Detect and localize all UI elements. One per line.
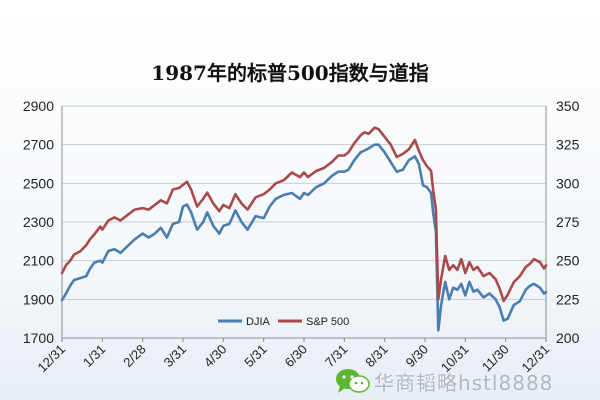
legend-label: S&P 500 (306, 316, 349, 328)
wechat-icon (336, 369, 370, 393)
y-right-tick-label: 300 (556, 175, 580, 191)
x-tick-label: 4/30 (201, 342, 230, 371)
y-right-tick-label: 250 (556, 253, 580, 269)
x-tick-label: 5/31 (241, 342, 270, 371)
y-left-tick-label: 2100 (23, 253, 54, 269)
y-left-tick-label: 2700 (23, 137, 54, 153)
y-left-tick-label: 1700 (23, 330, 54, 346)
legend: DJIA S&P 500 (218, 316, 349, 328)
series-line-s-p-500 (60, 126, 548, 303)
x-tick-label: 1/31 (80, 342, 109, 371)
x-tick-label: 2/28 (120, 342, 149, 371)
watermark-text: 华商韬略hstl8888 (374, 370, 554, 395)
y-right-tick-label: 325 (556, 137, 580, 153)
x-tick-label: 12/31 (35, 342, 69, 376)
legend-label: DJIA (246, 316, 271, 328)
watermark: 华商韬略hstl8888 (334, 366, 553, 396)
y-left-tick-label: 2500 (23, 175, 54, 191)
chart-title: 1987年的标普500指数与道指 (151, 61, 428, 85)
x-tick-label: 3/31 (161, 342, 190, 371)
y-axis-right-ticks: 200 225 250 275 300 325 350 (556, 98, 580, 346)
y-right-tick-label: 350 (556, 98, 580, 114)
y-right-tick-label: 225 (556, 291, 580, 307)
axes (61, 106, 547, 342)
y-left-tick-label: 1900 (23, 291, 54, 307)
series-lines (60, 126, 548, 332)
y-right-tick-label: 200 (556, 330, 580, 346)
y-right-tick-label: 275 (556, 214, 580, 230)
y-left-tick-label: 2300 (23, 214, 54, 230)
series-line-djia (60, 143, 548, 332)
y-axis-left-ticks: 1700 1900 2100 2300 2500 2700 2900 (23, 98, 54, 346)
x-tick-label: 6/30 (282, 342, 311, 371)
gridlines (62, 105, 546, 339)
y-left-tick-label: 2900 (23, 98, 54, 114)
